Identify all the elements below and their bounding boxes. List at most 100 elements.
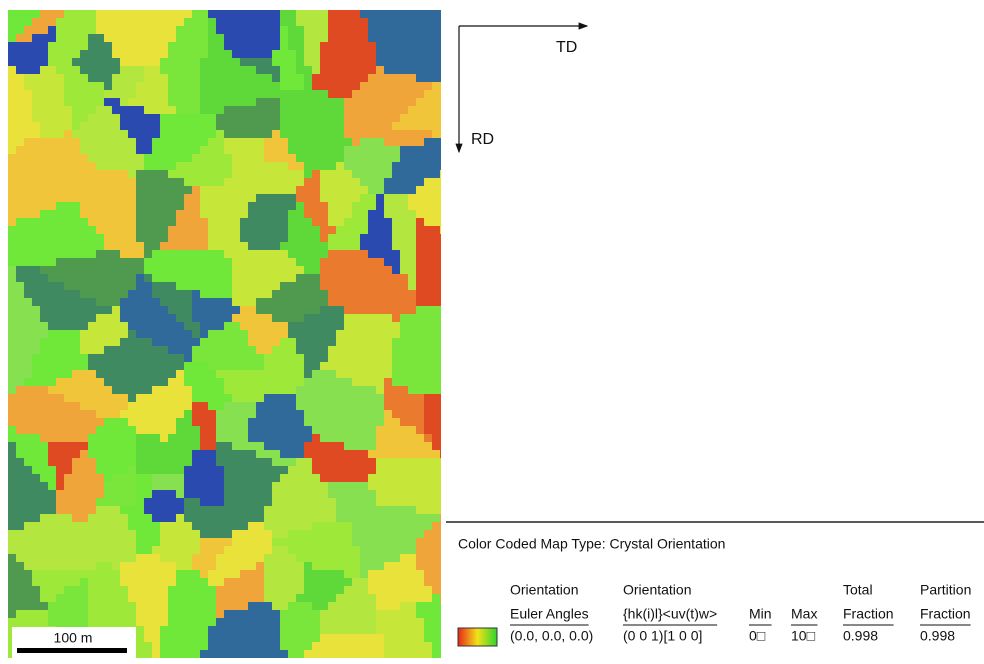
grain-pixel: [32, 146, 40, 154]
grain-pixel: [248, 154, 256, 162]
grain-pixel: [424, 330, 432, 338]
grain-pixel: [32, 242, 40, 250]
grain-pixel: [256, 602, 264, 610]
grain-pixel: [64, 210, 72, 218]
grain-pixel: [120, 506, 128, 514]
grain-pixel: [144, 554, 152, 562]
grain-pixel: [376, 10, 384, 18]
grain-pixel: [168, 442, 176, 450]
grain-pixel: [72, 82, 80, 90]
grain-pixel: [344, 482, 352, 490]
grain-pixel: [64, 522, 72, 530]
column-value: 0.998: [843, 628, 878, 644]
grain-pixel: [104, 322, 112, 330]
grain-pixel: [248, 178, 256, 186]
grain-pixel: [88, 154, 96, 162]
grain-pixel: [384, 394, 392, 402]
grain-pixel: [192, 618, 200, 626]
grain-pixel: [256, 66, 264, 74]
grain-pixel: [264, 290, 272, 298]
grain-pixel: [152, 130, 160, 138]
grain-pixel: [216, 178, 224, 186]
grain-pixel: [16, 474, 24, 482]
grain-pixel: [248, 202, 256, 210]
grain-pixel: [216, 10, 224, 18]
grain-pixel: [360, 202, 368, 210]
grain-pixel: [400, 106, 408, 114]
grain-pixel: [176, 610, 184, 618]
grain-pixel: [8, 298, 16, 306]
grain-pixel: [56, 554, 64, 562]
grain-pixel: [408, 74, 416, 82]
grain-pixel: [224, 202, 232, 210]
grain-pixel: [312, 394, 320, 402]
grain-pixel: [368, 258, 376, 266]
grain-pixel: [176, 130, 184, 138]
grain-pixel: [152, 386, 160, 394]
grain-pixel: [328, 314, 336, 322]
grain-pixel: [48, 290, 56, 298]
grain-pixel: [128, 82, 136, 90]
grain-pixel: [336, 410, 344, 418]
grain-pixel: [56, 530, 64, 538]
grain-pixel: [96, 346, 104, 354]
grain-pixel: [80, 546, 88, 554]
grain-pixel: [368, 218, 376, 226]
grain-pixel: [432, 274, 440, 282]
grain-pixel: [184, 378, 192, 386]
grain-pixel: [88, 498, 96, 506]
grain-pixel: [176, 298, 184, 306]
grain-pixel: [248, 538, 256, 546]
grain-pixel: [88, 618, 96, 626]
grain-pixel: [424, 194, 432, 202]
grain-pixel: [160, 522, 168, 530]
grain-pixel: [232, 42, 240, 50]
grain-pixel: [72, 434, 80, 442]
grain-pixel: [160, 290, 168, 298]
grain-pixel: [328, 58, 336, 66]
grain-pixel: [248, 482, 256, 490]
grain-pixel: [168, 554, 176, 562]
grain-pixel: [112, 538, 120, 546]
grain-pixel: [392, 498, 400, 506]
grain-pixel: [288, 442, 296, 450]
grain-pixel: [176, 50, 184, 58]
grain-pixel: [160, 482, 168, 490]
grain-pixel: [24, 330, 32, 338]
grain-pixel: [272, 634, 280, 642]
grain-pixel: [104, 18, 112, 26]
grain-pixel: [352, 410, 360, 418]
grain-pixel: [384, 58, 392, 66]
grain-pixel: [232, 106, 240, 114]
grain-pixel: [184, 138, 192, 146]
grain-pixel: [248, 298, 256, 306]
grain-pixel: [24, 258, 32, 266]
grain-pixel: [192, 578, 200, 586]
grain-pixel: [16, 482, 24, 490]
grain-pixel: [88, 98, 96, 106]
grain-pixel: [24, 610, 32, 618]
grain-pixel: [240, 354, 248, 362]
grain-pixel: [32, 218, 40, 226]
grain-pixel: [416, 50, 424, 58]
grain-pixel: [248, 402, 256, 410]
grain-pixel: [24, 538, 32, 546]
grain-pixel: [136, 218, 144, 226]
grain-pixel: [264, 130, 272, 138]
grain-pixel: [176, 258, 184, 266]
grain-pixel: [328, 562, 336, 570]
grain-pixel: [224, 466, 232, 474]
grain-pixel: [48, 178, 56, 186]
grain-pixel: [304, 450, 312, 458]
grain-pixel: [48, 498, 56, 506]
grain-pixel: [216, 386, 224, 394]
grain-pixel: [304, 130, 312, 138]
grain-pixel: [32, 202, 40, 210]
grain-pixel: [360, 594, 368, 602]
grain-pixel: [152, 506, 160, 514]
grain-pixel: [48, 602, 56, 610]
grain-pixel: [16, 458, 24, 466]
grain-pixel: [104, 298, 112, 306]
grain-pixel: [16, 98, 24, 106]
grain-pixel: [104, 98, 112, 106]
